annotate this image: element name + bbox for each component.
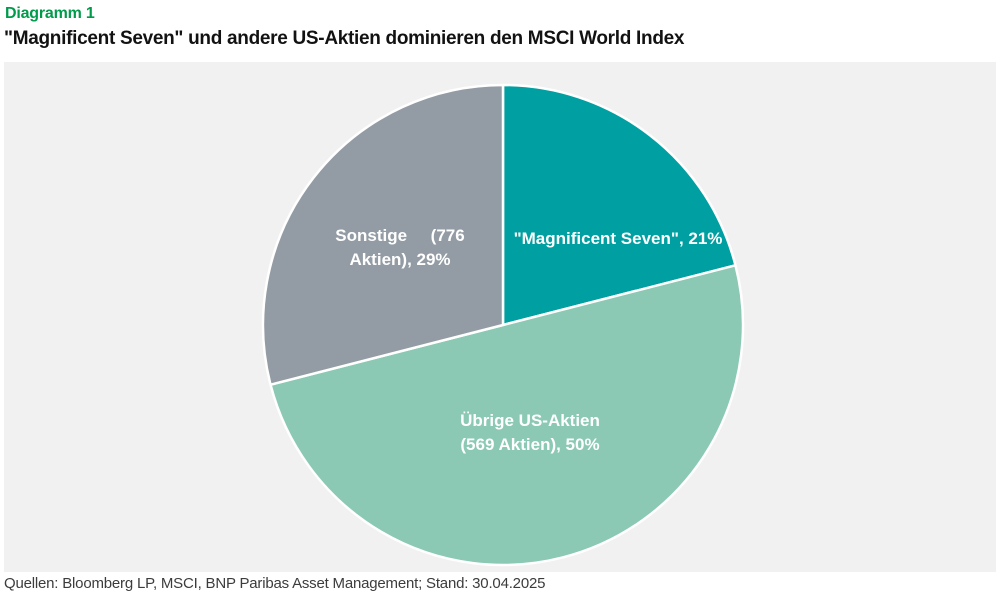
chart-number-label: Diagramm 1 — [5, 5, 95, 22]
pie-slice-label-magnificent-seven: "Magnificent Seven", 21% — [514, 227, 723, 251]
pie-slice-label-line: Sonstige (776 — [335, 226, 465, 245]
pie-slice-1 — [269, 264, 745, 567]
chart-panel: "Magnificent Seven", 21% Übrige US-Aktie… — [4, 62, 996, 572]
pie-slice-label-line: Übrige US-Aktien — [460, 411, 600, 430]
pie-slice-label-sonstige: Sonstige (776 Aktien), 29% — [335, 224, 464, 272]
source-note: Quellen: Bloomberg LP, MSCI, BNP Paribas… — [4, 575, 546, 592]
pie-slice-2 — [261, 83, 505, 386]
pie-chart-svg — [261, 83, 745, 567]
pie-slice-label-uebrige-us-aktien: Übrige US-Aktien (569 Aktien), 50% — [460, 409, 600, 457]
pie-slice-label-line: (569 Aktien), 50% — [460, 435, 600, 454]
pie-slice-label-line: "Magnificent Seven", 21% — [513, 229, 723, 248]
pie-slice-label-line: Aktien), 29% — [349, 250, 451, 269]
chart-title: "Magnificent Seven" und andere US-Aktien… — [4, 28, 685, 49]
pie-slice-0 — [501, 83, 737, 327]
